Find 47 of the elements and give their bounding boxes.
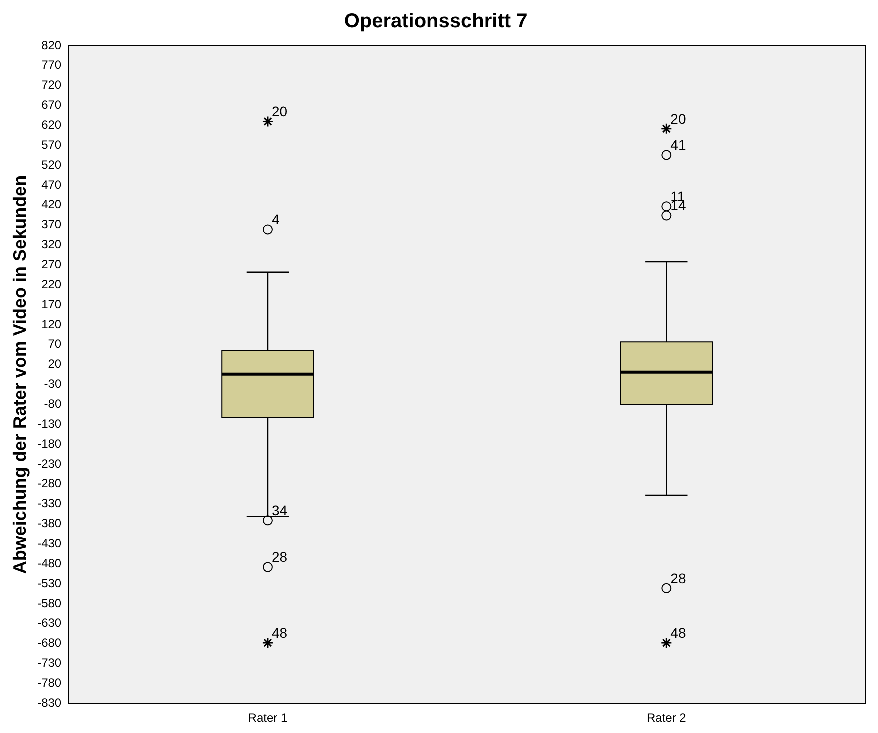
annotation: 28 <box>670 570 686 586</box>
annotation: 20 <box>272 104 288 120</box>
y-tick-label: 320 <box>42 238 62 252</box>
y-tick-label: -180 <box>38 436 62 451</box>
y-tick-label: -680 <box>38 636 62 650</box>
y-tick-label: 620 <box>42 118 62 132</box>
y-axis-title: Abweichung der Rater vom Video in Sekunden <box>10 175 30 574</box>
y-tick-label: 470 <box>42 178 62 192</box>
y-tick-label: -430 <box>38 536 62 550</box>
y-tick-label: 370 <box>42 218 62 232</box>
y-tick-label: -30 <box>44 377 62 392</box>
y-tick-label: -80 <box>44 397 62 412</box>
y-tick-label: 770 <box>42 58 62 72</box>
x-tick-label: Rater 1 <box>248 711 288 726</box>
y-tick-label: 120 <box>42 317 62 332</box>
chart-title: Operationsschritt 7 <box>344 10 528 33</box>
y-tick-label: 820 <box>42 38 62 52</box>
y-tick-label: -480 <box>38 556 62 570</box>
y-tick-label: -230 <box>38 456 62 471</box>
y-tick-label: -330 <box>38 496 62 511</box>
annotation: 4 <box>272 212 280 228</box>
y-tick-label: 420 <box>42 198 62 212</box>
annotation: 48 <box>272 624 288 641</box>
annotation: 34 <box>272 502 288 519</box>
y-tick-label: -130 <box>38 416 62 431</box>
y-tick-label: -380 <box>38 516 62 531</box>
y-tick-label: 670 <box>42 98 62 112</box>
y-tick-label: 220 <box>42 277 62 292</box>
y-tick-label: -630 <box>38 616 62 630</box>
y-tick-label: 570 <box>42 138 62 152</box>
annotation: 41 <box>670 137 686 154</box>
y-tick-label: -830 <box>38 696 62 710</box>
y-tick-label: 520 <box>42 158 62 172</box>
y-tick-label: -730 <box>38 656 62 670</box>
y-tick-label: 20 <box>48 357 62 372</box>
y-tick-label: -580 <box>38 596 62 610</box>
y-tick-label: 270 <box>42 258 62 272</box>
annotation: 20 <box>670 110 686 127</box>
y-tick-label: 70 <box>48 337 62 352</box>
y-tick-label: -780 <box>38 676 62 690</box>
y-tick-label: -530 <box>38 576 62 590</box>
y-tick-label: 170 <box>42 297 62 312</box>
y-tick-label: -280 <box>38 476 62 491</box>
x-tick-label: Rater 2 <box>646 711 687 726</box>
annotation: 28 <box>272 549 288 566</box>
annotation: 48 <box>670 624 686 641</box>
y-tick-label: 720 <box>42 78 62 92</box>
